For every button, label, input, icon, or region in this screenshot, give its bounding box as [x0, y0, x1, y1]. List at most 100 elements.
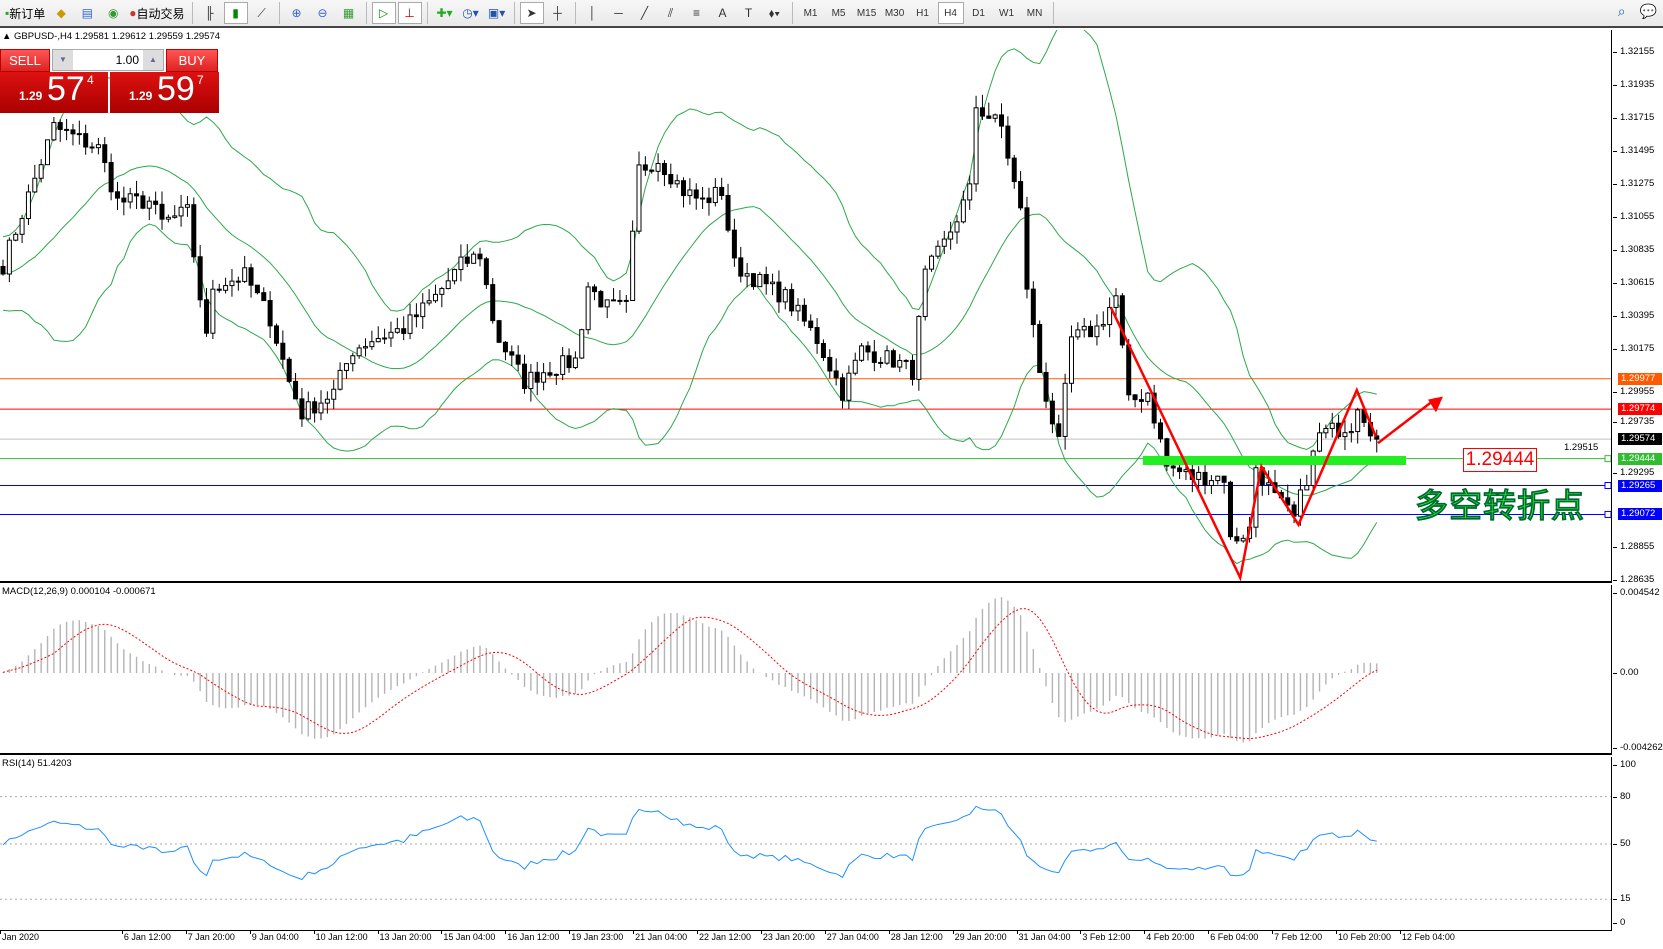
- cursor-icon[interactable]: ➤: [519, 2, 544, 24]
- price-level-tag: 1.29574: [1618, 433, 1662, 446]
- horizontal-line-icon[interactable]: ─: [614, 6, 623, 20]
- zoom-in-icon[interactable]: ⊕: [291, 6, 302, 20]
- candle: [38, 159, 44, 183]
- chart-shift-icon[interactable]: ⊥: [397, 2, 422, 24]
- level-handle[interactable]: [1604, 510, 1611, 518]
- candle: [1323, 424, 1329, 439]
- volume-increase-button[interactable]: ▲: [143, 50, 163, 70]
- candle: [649, 169, 655, 174]
- annotation-price-label[interactable]: 1.29444: [1463, 448, 1537, 472]
- price-level-tag: 1.29072: [1618, 508, 1662, 521]
- time-axis-label: Jan 2020: [0, 930, 40, 942]
- candle: [401, 316, 407, 341]
- sell-price-button[interactable]: 1.29 57 4: [0, 70, 108, 113]
- line-chart-icon[interactable]: ⟋: [257, 5, 266, 20]
- candle: [1094, 314, 1100, 346]
- candle: [318, 390, 324, 421]
- candle: [598, 289, 604, 308]
- crosshair-icon[interactable]: ┼: [553, 6, 562, 20]
- candle: [1100, 311, 1106, 331]
- candle: [547, 361, 553, 378]
- chart-header: ▲ GBPUSD-,H4 1.29581 1.29612 1.29559 1.2…: [2, 31, 221, 42]
- auto-trading-button[interactable]: ● 自动交易: [129, 6, 185, 21]
- price-level-tag: 1.29444: [1618, 452, 1662, 465]
- arrows-icon[interactable]: ⬧▾: [768, 5, 781, 20]
- market-watch-icon[interactable]: ▤: [81, 6, 93, 20]
- candle: [1005, 116, 1011, 166]
- candle: [261, 287, 267, 302]
- timeframe-w1[interactable]: W1: [999, 7, 1015, 19]
- time-axis-label: 15 Jan 04:00: [441, 930, 496, 942]
- buy-button[interactable]: BUY: [166, 49, 218, 72]
- timeframe-m30[interactable]: M30: [884, 7, 905, 19]
- tile-windows-icon[interactable]: ▦: [342, 6, 355, 20]
- period-icon[interactable]: ◷▾: [462, 6, 479, 20]
- candlestick-icon[interactable]: ▮: [223, 2, 248, 24]
- timeframe-m5[interactable]: M5: [831, 7, 846, 19]
- new-order-button[interactable]: ▪ 新订单: [5, 6, 46, 21]
- text-icon[interactable]: A: [718, 6, 727, 20]
- time-axis-label: 10 Feb 20:00: [1335, 930, 1392, 942]
- macd-panel[interactable]: MACD(12,26,9) 0.000104 -0.000671: [0, 585, 1612, 755]
- timeframe-h4[interactable]: H4: [937, 2, 964, 24]
- volume-decrease-button[interactable]: ▼: [53, 50, 73, 70]
- volume-input[interactable]: 1.00: [115, 53, 139, 67]
- candle: [0, 259, 6, 276]
- search-icon[interactable]: ⌕: [1617, 3, 1626, 19]
- fibonacci-icon[interactable]: ≡: [693, 6, 701, 20]
- candle: [897, 354, 903, 373]
- price-chart-canvas: [0, 30, 1611, 581]
- candle: [840, 373, 846, 409]
- price-axis-label: 1.30395: [1612, 310, 1655, 321]
- candle: [782, 286, 788, 310]
- level-handle[interactable]: [1604, 455, 1611, 463]
- zoom-out-icon[interactable]: ⊖: [317, 6, 328, 20]
- timeframe-h1[interactable]: H1: [916, 7, 929, 19]
- signals-icon[interactable]: ◉: [108, 6, 119, 20]
- chat-icon[interactable]: 💬: [1639, 3, 1657, 19]
- candle: [1348, 423, 1354, 443]
- candle: [1342, 420, 1348, 451]
- trendline-icon[interactable]: ╱: [640, 6, 649, 20]
- rsi-panel[interactable]: RSI(14) 51.4203: [0, 757, 1612, 931]
- candle: [305, 391, 311, 421]
- support-zone-bar[interactable]: [1143, 456, 1406, 465]
- metaeditor-icon[interactable]: ◆: [56, 6, 66, 20]
- price-chart[interactable]: ▲ GBPUSD-,H4 1.29581 1.29612 1.29559 1.2…: [0, 30, 1612, 583]
- bar-chart-icon[interactable]: ╟: [205, 6, 214, 20]
- text-label-icon[interactable]: T: [744, 6, 753, 20]
- timeframe-m1[interactable]: M1: [803, 7, 818, 19]
- timeframe-m15[interactable]: M15: [856, 7, 877, 19]
- timeframe-mn[interactable]: MN: [1026, 7, 1043, 19]
- price-axis-label: 1.29735: [1612, 416, 1655, 428]
- candle: [102, 137, 108, 173]
- candle: [515, 345, 521, 372]
- candle: [293, 372, 299, 400]
- candle: [477, 247, 483, 267]
- candle: [45, 139, 51, 166]
- candle: [890, 348, 896, 368]
- annotation-text[interactable]: 多空转折点: [1415, 486, 1585, 526]
- candle: [929, 254, 935, 272]
- forecast-arrow[interactable]: [1377, 397, 1437, 445]
- candle: [312, 397, 318, 423]
- templates-icon[interactable]: ▣▾: [487, 6, 506, 20]
- buy-price-button[interactable]: 1.29 59 7: [110, 70, 219, 113]
- candle: [388, 321, 394, 347]
- sell-button[interactable]: SELL: [0, 49, 50, 72]
- vertical-line-icon[interactable]: │: [588, 6, 597, 20]
- price-path-arrow[interactable]: [1109, 306, 1378, 581]
- equidistant-channel-icon[interactable]: ⫽: [667, 5, 674, 20]
- candle: [820, 339, 826, 361]
- indicators-icon[interactable]: ✚▾: [436, 6, 453, 20]
- buy-price-pips: 59: [157, 70, 195, 108]
- candle: [1119, 293, 1125, 349]
- candle: [490, 278, 496, 324]
- timeframe-d1[interactable]: D1: [972, 7, 985, 19]
- auto-scroll-icon[interactable]: ▷: [371, 2, 396, 24]
- candle: [999, 103, 1005, 139]
- candle: [471, 251, 477, 264]
- candle: [502, 341, 508, 361]
- level-handle[interactable]: [1604, 482, 1611, 489]
- candle: [827, 349, 833, 379]
